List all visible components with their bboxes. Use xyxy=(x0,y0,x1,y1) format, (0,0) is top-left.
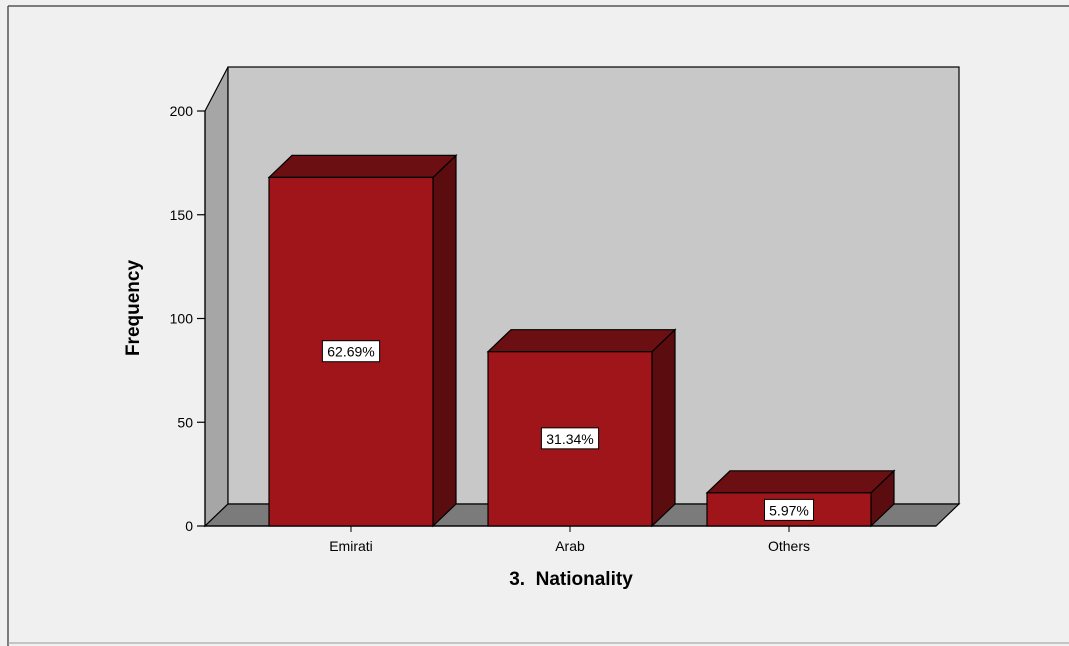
bar-top-face xyxy=(486,329,677,353)
y-axis-ticks: 0 50 100 150 200 xyxy=(170,103,205,534)
bar-side-face xyxy=(432,153,457,528)
y-tick-label: 150 xyxy=(170,207,194,223)
x-tick-label: Others xyxy=(768,538,810,554)
x-tick-label: Arab xyxy=(555,538,585,554)
bar-emirati: 62.69% xyxy=(267,153,458,528)
x-tick-label: Emirati xyxy=(329,538,373,554)
data-label: 62.69% xyxy=(327,344,374,360)
data-label-box xyxy=(321,340,381,363)
y-tick-label: 100 xyxy=(170,311,194,327)
bar-side-face xyxy=(651,328,676,528)
bar-others: 5.97% xyxy=(705,469,896,528)
x-axis-title: 3. Nationality xyxy=(509,569,633,590)
x-axis-tick-labels: Emirati Arab Others xyxy=(329,526,810,554)
bar-arab: 31.34% xyxy=(486,328,677,528)
y-tick-label: 200 xyxy=(170,103,194,119)
y-tick-label: 50 xyxy=(177,414,193,430)
y-axis-title: Frequency xyxy=(123,260,144,357)
data-label: 31.34% xyxy=(546,431,593,447)
data-label-box xyxy=(540,427,600,450)
data-label-box xyxy=(764,498,814,521)
bar-top-face xyxy=(705,470,896,494)
bars: 62.69% 31.34% 5.97% xyxy=(267,153,896,528)
bar-top-face xyxy=(267,154,458,178)
data-label: 5.97% xyxy=(769,502,809,518)
side-wall xyxy=(204,66,229,528)
y-tick-label: 0 xyxy=(185,518,193,534)
